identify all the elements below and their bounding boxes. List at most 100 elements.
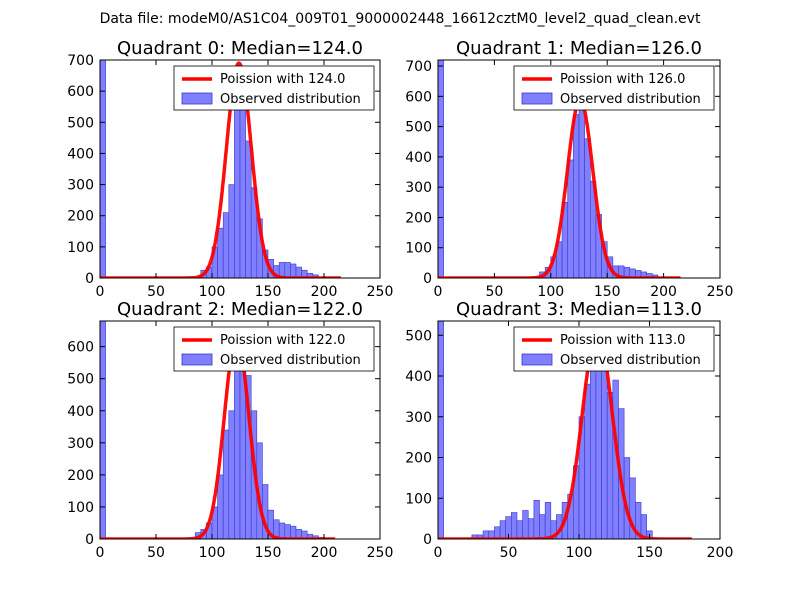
quadrant-0-y-tick-label: 200 [67, 209, 94, 225]
quadrant-1-histogram-bar [578, 108, 585, 278]
quadrant-2-x-tick-label: 150 [255, 545, 282, 561]
quadrant-1-y-tick-label: 700 [405, 59, 432, 75]
quadrant-0-histogram-bar [284, 262, 291, 278]
quadrant-1-x-tick-label: 0 [434, 284, 443, 300]
quadrant-3-histogram-bar [589, 363, 597, 539]
quadrant-3-plot-area [438, 321, 693, 539]
quadrant-0-histogram-bar [239, 100, 246, 278]
quadrant-0-legend-bars-swatch [181, 92, 213, 105]
quadrant-2-histogram-bar [222, 429, 230, 539]
quadrant-0-histogram-bar [290, 263, 297, 278]
quadrant-2-x-tick-label: 0 [96, 545, 105, 561]
quadrant-3-histogram-bar [527, 518, 535, 539]
quadrant-0-histogram-bar [234, 93, 241, 278]
quadrant-0-poisson-curve [100, 61, 342, 278]
quadrant-3-histogram-bar [533, 499, 540, 539]
quadrant-0-y-tick-label: 700 [67, 53, 94, 69]
quadrant-0-legend: Poission with 124.0 Observed distribution [173, 65, 375, 111]
quadrant-1-legend: Poission with 126.0 Observed distribution [513, 65, 715, 111]
quadrant-3-histogram-bar [544, 502, 552, 539]
quadrant-3-legend-bars-swatch [521, 353, 553, 366]
quadrant-3-histogram-bar [499, 520, 506, 539]
quadrant-0-histogram-bar [245, 140, 252, 278]
quadrant-0-y-tick-label: 0 [85, 271, 94, 287]
quadrant-2-x-tick-label: 100 [199, 545, 226, 561]
quadrant-2-y-tick-label: 400 [67, 404, 94, 420]
quadrant-1-legend-bars-swatch [521, 92, 553, 105]
quadrant-3-legend-curve-label: Poission with 113.0 [560, 333, 685, 348]
quadrant-2-legend: Poission with 122.0 Observed distribution [173, 326, 375, 372]
quadrant-3-y-tick-label: 300 [405, 410, 432, 426]
quadrant-2-legend-bars-swatch [181, 353, 213, 366]
quadrant-3-histogram-bar [494, 526, 501, 539]
quadrant-1-legend-bars-label: Observed distribution [560, 92, 701, 107]
quadrant-3-y-tick-label: 200 [405, 451, 432, 467]
quadrant-2-plot-area [100, 321, 337, 539]
quadrant-2-x-tick-label: 50 [147, 545, 165, 561]
quadrant-3-title: Quadrant 3: Median=113.0 [456, 299, 702, 320]
quadrant-0-x-tick-label: 100 [199, 284, 226, 300]
quadrant-2-y-tick-label: 500 [67, 372, 94, 388]
quadrant-3-histogram-bar [539, 514, 546, 539]
quadrant-2-histogram-bar [290, 525, 297, 539]
quadrant-2-y-tick-label: 200 [67, 468, 94, 484]
quadrant-3-histogram-bar [522, 510, 529, 539]
quadrant-2-poisson-curve [100, 335, 337, 539]
quadrant-1-y-tick-label: 0 [423, 271, 432, 287]
quadrant-2-histogram-bar [284, 524, 291, 539]
quadrant-2-histogram-bar [228, 410, 235, 539]
quadrant-1-x-tick-label: 150 [594, 284, 621, 300]
quadrant-2-panel: Quadrant 2: Median=122.0 0 50 100 150 200 250 0… [67, 299, 393, 561]
quadrant-2-title: Quadrant 2: Median=122.0 [117, 299, 363, 320]
quadrant-2-legend-bars-label: Observed distribution [220, 353, 361, 368]
quadrant-1-y-tick-label: 300 [405, 180, 432, 196]
quadrant-2-y-tick-label: 600 [67, 340, 94, 356]
quadrant-1-x-tick-label: 200 [650, 284, 677, 300]
quadrant-2-legend-curve-label: Poission with 122.0 [220, 333, 345, 348]
quadrant-0-histogram-bar [100, 60, 106, 278]
quadrant-0-legend-curve-label: Poission with 124.0 [220, 72, 345, 87]
quadrant-3-legend-bars-label: Observed distribution [560, 353, 701, 368]
quadrant-2-y-tick-label: 0 [85, 532, 94, 548]
quadrant-0-x-tick-label: 250 [367, 284, 394, 300]
quadrant-0-x-tick-label: 0 [96, 284, 105, 300]
quadrant-3-y-tick-label: 500 [405, 328, 432, 344]
quadrant-0-axes-frame [99, 59, 381, 279]
quadrant-3-y-tick-label: 0 [423, 532, 432, 548]
quadrant-2-histogram-bar [234, 362, 241, 539]
quadrant-2-axes-frame [99, 320, 381, 540]
quadrant-3-histogram-bar [595, 347, 602, 539]
quadrant-0-x-tick-label: 150 [255, 284, 282, 300]
quadrant-3-x-tick-label: 0 [434, 545, 443, 561]
quadrant-3-x-tick-label: 100 [566, 545, 593, 561]
quadrant-0-histogram-bar [222, 212, 230, 278]
quadrant-1-y-tick-label: 500 [405, 120, 432, 136]
quadrant-0-y-tick-label: 500 [67, 115, 94, 131]
quadrant-0-title: Quadrant 0: Median=124.0 [117, 38, 363, 59]
quadrant-2-y-tick-label: 300 [67, 436, 94, 452]
quadrant-1-panel: Quadrant 1: Median=126.0 0 50 100 150 200 250 0… [405, 38, 733, 300]
quadrant-2-histogram-bar [278, 522, 286, 539]
figure-suptitle: Data file: modeM0/AS1C04_009T01_90000024… [100, 11, 701, 27]
quadrant-2-y-tick-label: 100 [67, 500, 94, 516]
quadrant-1-y-tick-label: 600 [405, 89, 432, 105]
quadrant-3-y-tick-label: 100 [405, 491, 432, 507]
quadrant-3-histogram-bar [516, 520, 523, 539]
quadrant-2-x-tick-label: 200 [311, 545, 338, 561]
quadrant-1-poisson-curve [438, 97, 682, 278]
quadrant-3-histogram-bar [438, 321, 444, 539]
quadrant-0-x-tick-label: 50 [147, 284, 165, 300]
quadrant-0-y-tick-label: 300 [67, 178, 94, 194]
quadrant-0-x-tick-label: 200 [311, 284, 338, 300]
quadrant-3-x-tick-label: 50 [500, 545, 518, 561]
quadrant-1-x-tick-label: 100 [537, 284, 564, 300]
quadrant-1-y-tick-label: 400 [405, 150, 432, 166]
quadrant-1-histogram-bar [584, 138, 591, 278]
quadrant-2-x-tick-label: 250 [367, 545, 394, 561]
quadrant-3-legend: Poission with 113.0 Observed distribution [513, 326, 715, 372]
quadrant-0-y-tick-label: 600 [67, 84, 94, 100]
quadrant-3-histogram-bar [584, 383, 591, 539]
quadrant-1-legend-curve-label: Poission with 126.0 [560, 72, 685, 87]
quadrant-1-title: Quadrant 1: Median=126.0 [456, 38, 702, 59]
